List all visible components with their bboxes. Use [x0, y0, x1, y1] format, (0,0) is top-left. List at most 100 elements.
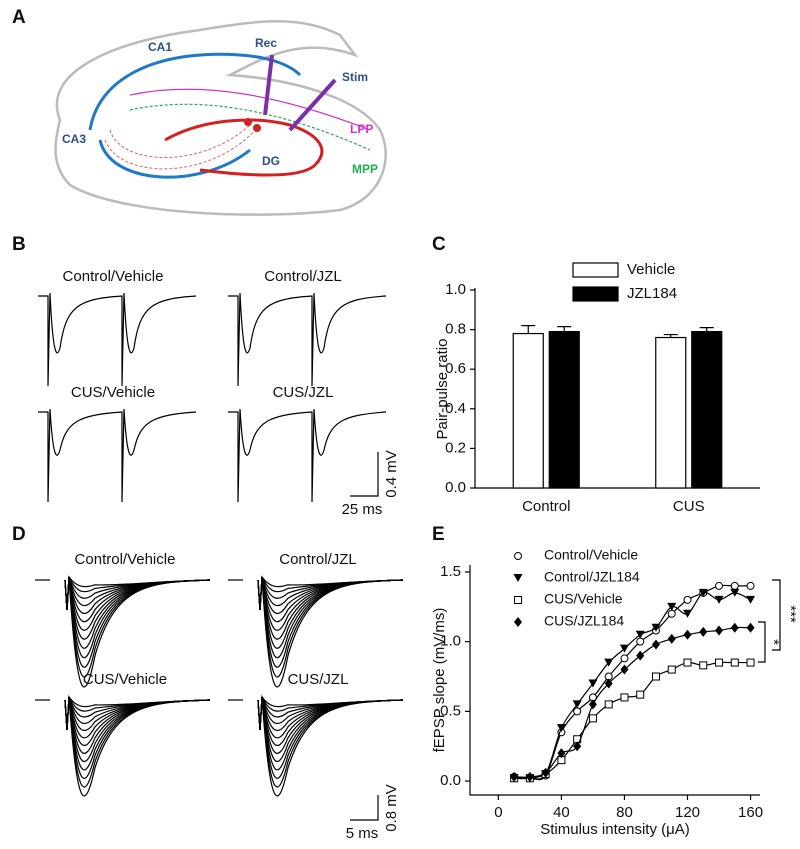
- legend-marker: [514, 617, 522, 627]
- trace: [257, 695, 404, 731]
- marker: [683, 658, 692, 667]
- marker: [636, 690, 645, 699]
- diagram-label: LPP: [350, 122, 373, 136]
- legend-marker: [514, 596, 522, 604]
- y-tick-label: 0.6: [445, 360, 466, 377]
- marker: [588, 679, 598, 688]
- marker: [604, 700, 613, 709]
- x-axis-label: Stimulus intensity (μA): [540, 821, 690, 838]
- marker: [683, 629, 692, 640]
- trace: [257, 694, 404, 731]
- trace: [64, 696, 211, 731]
- y-axis-label: fEPSP slope (mV/ms): [431, 608, 448, 753]
- trace: [64, 696, 211, 731]
- y-tick-label: 0.5: [440, 702, 461, 719]
- legend-marker: [514, 552, 522, 560]
- marker: [636, 637, 645, 646]
- x-tick-label: CUS: [673, 498, 705, 515]
- marker: [588, 699, 597, 710]
- hippocampus-diagram: [54, 20, 387, 216]
- marker: [635, 630, 645, 639]
- y-tick-label: 0.0: [440, 772, 461, 789]
- marker: [510, 771, 519, 782]
- marker: [573, 707, 582, 716]
- trace: [257, 576, 404, 614]
- legend-swatch: [572, 286, 619, 302]
- marker: [730, 622, 739, 633]
- marker: [604, 678, 613, 689]
- marker: [604, 658, 614, 667]
- marker: [541, 767, 550, 778]
- annotation: ***: [782, 605, 799, 623]
- trace-label: Control/Vehicle: [75, 551, 176, 568]
- legend-marker: [513, 574, 523, 582]
- marker: [698, 588, 708, 597]
- x-tick-label: 0: [494, 804, 502, 821]
- series-line: [514, 584, 751, 781]
- panel-label: D: [12, 524, 26, 545]
- bar: [691, 330, 723, 489]
- panel-label: C: [432, 234, 446, 255]
- series-line: [514, 591, 751, 780]
- marker: [588, 714, 597, 723]
- marker: [651, 623, 661, 632]
- trace: [64, 695, 211, 731]
- marker: [636, 650, 645, 661]
- marker: [683, 595, 692, 604]
- marker: [667, 665, 676, 674]
- marker: [730, 658, 739, 667]
- legend-label: Control/JZL184: [544, 569, 640, 585]
- diagram-label: MPP: [352, 162, 378, 176]
- marker: [620, 664, 629, 675]
- y-tick-label: 1.0: [445, 281, 466, 298]
- marker: [715, 581, 724, 590]
- marker: [699, 661, 708, 670]
- scale-bar-b: [350, 452, 379, 497]
- trace: [64, 576, 211, 611]
- marker: [651, 639, 660, 650]
- marker: [746, 658, 755, 667]
- trace: [64, 696, 211, 731]
- trace: [257, 696, 404, 771]
- x-tick-label: 40: [553, 804, 570, 821]
- marker: [619, 644, 629, 653]
- diagram-label: Rec: [255, 36, 277, 50]
- significance-bracket: [772, 579, 781, 651]
- trace-label: CUS/Vehicle: [71, 384, 155, 401]
- marker: [667, 609, 676, 618]
- trace: [64, 576, 211, 614]
- scale-label: 5 ms: [346, 825, 379, 842]
- marker: [715, 625, 724, 636]
- trace: [257, 576, 404, 688]
- marker: [730, 581, 739, 590]
- trace-label: CUS/Vehicle: [83, 671, 167, 688]
- x-tick-label: 160: [738, 804, 763, 821]
- marker: [667, 602, 677, 611]
- y-tick-label: 1.5: [440, 563, 461, 580]
- error-bar: [557, 326, 572, 332]
- y-axis-label: Pair-pulse ratio: [434, 339, 451, 440]
- legend-label: CUS/Vehicle: [544, 591, 623, 607]
- marker: [746, 581, 755, 590]
- marker: [683, 609, 692, 618]
- scale-label: 0.8 mV: [383, 784, 400, 832]
- significance-bracket: [758, 621, 766, 663]
- diagram-label: CA3: [62, 132, 86, 146]
- trace: [228, 408, 387, 503]
- trace: [257, 696, 404, 731]
- panel-label: E: [432, 524, 445, 545]
- x-tick-label: 120: [675, 804, 700, 821]
- trace: [64, 576, 211, 659]
- legend-label: Vehicle: [627, 261, 675, 278]
- marker: [556, 724, 566, 733]
- x-tick-label: Control: [522, 498, 570, 515]
- x-tick-label: 80: [616, 804, 633, 821]
- marker: [730, 588, 740, 597]
- scale-label: 0.4 mV: [383, 450, 400, 498]
- trace: [38, 292, 197, 387]
- y-tick-label: 0.0: [445, 479, 466, 496]
- trace: [38, 408, 197, 503]
- trace: [64, 696, 211, 771]
- y-tick-label: 1.0: [440, 633, 461, 650]
